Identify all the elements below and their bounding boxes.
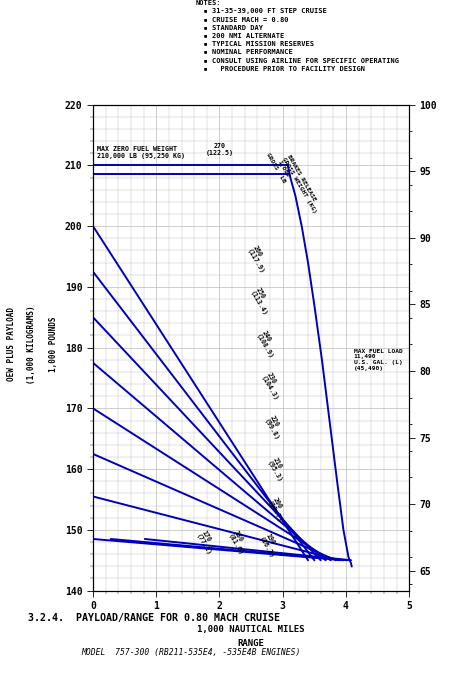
Text: 180
(81.6): 180 (81.6) <box>226 530 250 557</box>
Text: RANGE: RANGE <box>238 639 265 648</box>
Text: 190
(86.2): 190 (86.2) <box>258 533 281 560</box>
Text: NOTES:
  ▪ 31-35-39,000 FT STEP CRUISE
  ▪ CRUISE MACH = 0.80
  ▪ STANDARD DAY
 : NOTES: ▪ 31-35-39,000 FT STEP CRUISE ▪ C… <box>195 0 399 72</box>
Text: OEW PLUS PAYLOAD: OEW PLUS PAYLOAD <box>7 307 16 381</box>
Text: 210
(95.3): 210 (95.3) <box>266 457 289 484</box>
Text: 240
(108.9): 240 (108.9) <box>255 329 280 360</box>
Text: 1,000 POUNDS: 1,000 POUNDS <box>49 317 58 372</box>
Text: MODEL  757-300 (RB211-535E4, -535E4B ENGINES): MODEL 757-300 (RB211-535E4, -535E4B ENGI… <box>81 648 301 657</box>
Text: 220
(99.8): 220 (99.8) <box>263 414 286 441</box>
Text: MAX FUEL LOAD
11,490
U.S. GAL. (L)
(45,490): MAX FUEL LOAD 11,490 U.S. GAL. (L) (45,4… <box>353 348 402 371</box>
Text: 260
(117.9): 260 (117.9) <box>246 244 271 275</box>
Text: GROSS  LB: GROSS LB <box>265 152 286 184</box>
Text: 1,000 NAUTICAL MILES: 1,000 NAUTICAL MILES <box>197 624 305 634</box>
Text: (1,000 KILOGRAMS): (1,000 KILOGRAMS) <box>27 305 36 383</box>
Text: 170
(77.1): 170 (77.1) <box>195 530 218 557</box>
Text: 3.2.4.  PAYLOAD/RANGE FOR 0.80 MACH CRUISE: 3.2.4. PAYLOAD/RANGE FOR 0.80 MACH CRUIS… <box>28 613 280 622</box>
Text: BRAKES RELEASE
GROSS WEIGHT (KG)
1,000: BRAKES RELEASE GROSS WEIGHT (KG) 1,000 <box>276 154 323 217</box>
Text: 250
(113.4): 250 (113.4) <box>249 287 274 317</box>
Text: MAX ZERO FUEL WEIGHT
210,000 LB (95,250 KG): MAX ZERO FUEL WEIGHT 210,000 LB (95,250 … <box>98 146 186 159</box>
Text: 200
(90.7): 200 (90.7) <box>266 496 289 524</box>
Text: 270
(122.5): 270 (122.5) <box>206 143 233 157</box>
Text: 230
(104.3): 230 (104.3) <box>259 372 285 402</box>
